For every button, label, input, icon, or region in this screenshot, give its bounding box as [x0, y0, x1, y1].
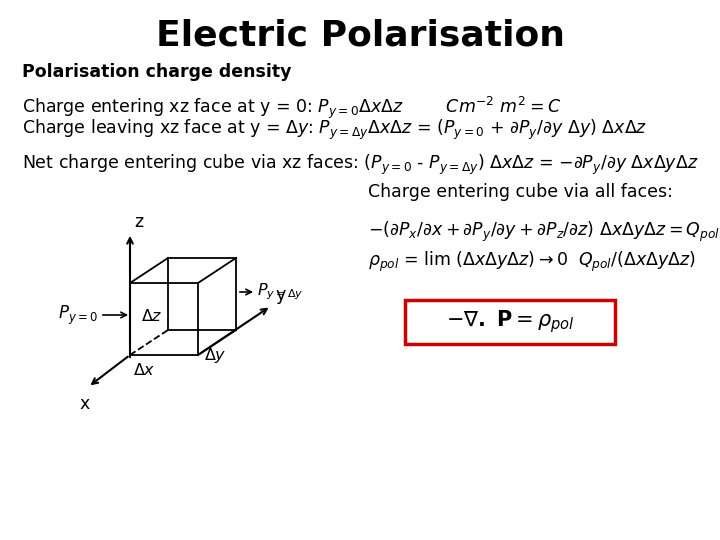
Text: Polarisation charge density: Polarisation charge density	[22, 63, 292, 81]
Text: y: y	[275, 286, 285, 304]
Text: $\Delta y$: $\Delta y$	[204, 346, 226, 365]
Text: Net charge entering cube via xz faces: ($\mathit{P}_{y=0}$ - $\mathit{P}_{y=\Del: Net charge entering cube via xz faces: (…	[22, 153, 698, 177]
Text: $P_{y=0}$: $P_{y=0}$	[58, 303, 98, 327]
Text: Charge leaving xz face at y = $\Delta y$: $\mathit{P}_{y=\Delta y}$$\Delta x \De: Charge leaving xz face at y = $\Delta y$…	[22, 118, 647, 142]
Text: Electric Polarisation: Electric Polarisation	[156, 18, 564, 52]
Text: x: x	[80, 395, 90, 413]
Text: Charge entering xz face at y = 0: $\mathit{P}_{y=0}$$\Delta x \Delta z$        $: Charge entering xz face at y = 0: $\math…	[22, 95, 561, 121]
Text: $P_{y=\Delta y}$: $P_{y=\Delta y}$	[257, 282, 303, 302]
Bar	[405, 300, 615, 344]
Text: $\Delta z$: $\Delta z$	[141, 308, 163, 324]
Text: $-\nabla\mathbf{.}\ \mathbf{P} = \rho_{pol}$: $-\nabla\mathbf{.}\ \mathbf{P} = \rho_{p…	[446, 308, 575, 335]
Text: z: z	[134, 213, 143, 231]
Text: Charge entering cube via all faces:: Charge entering cube via all faces:	[368, 183, 673, 201]
Text: $\rho_{pol}$ = lim $(\Delta x \Delta y \Delta z)$$\rightarrow$0  $Q_{pol}/(\Delt: $\rho_{pol}$ = lim $(\Delta x \Delta y \…	[368, 250, 696, 274]
Text: $\Delta x$: $\Delta x$	[132, 362, 156, 378]
Text: $-(\partial P_x/\partial x + \partial P_y/\partial y + \partial P_z/\partial z)\: $-(\partial P_x/\partial x + \partial P_…	[368, 220, 720, 244]
